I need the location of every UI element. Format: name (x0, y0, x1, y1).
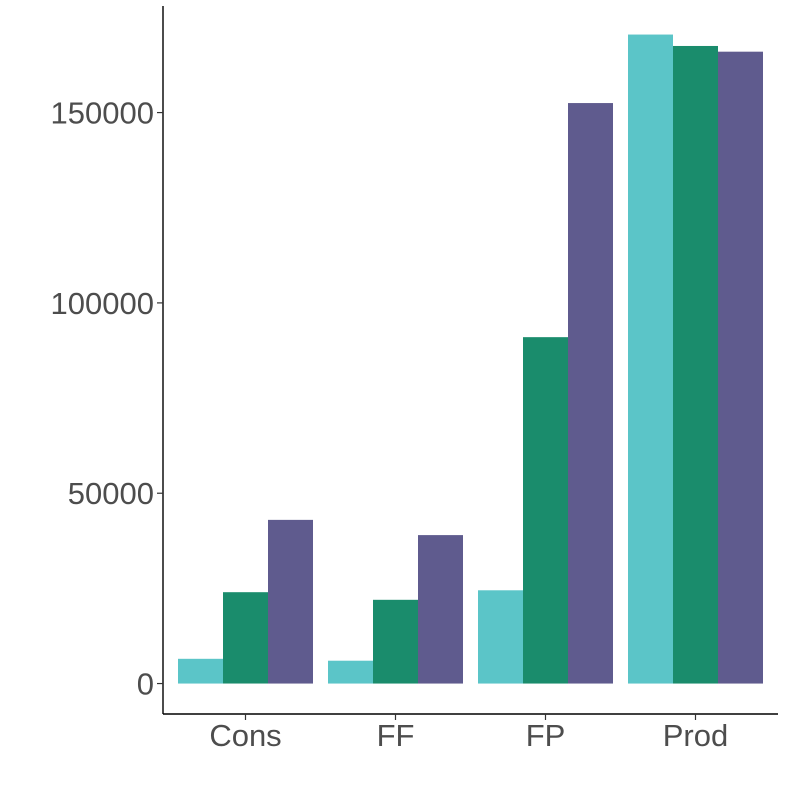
bar-prod-series-3 (718, 51, 763, 684)
x-tick-label-prod: Prod (663, 718, 728, 753)
y-tick-label: 100000 (51, 286, 154, 321)
x-tick-label-ff: FF (377, 718, 415, 753)
bar-ff-series-3 (418, 535, 463, 684)
bar-ff-series-2 (373, 599, 418, 684)
y-axis-ticks: 0 50000 100000 150000 (51, 96, 163, 702)
bar-prod-series-1 (628, 34, 673, 684)
y-tick-label: 150000 (51, 96, 154, 131)
bar-cons-series-3 (268, 519, 313, 684)
bar-ff-series-1 (328, 660, 373, 684)
bar-cons-series-2 (223, 592, 268, 684)
bars-layer (178, 34, 763, 684)
bar-cons-series-1 (178, 658, 223, 684)
bar-fp-series-1 (478, 590, 523, 684)
x-axis-ticks: Cons FF FP Prod (209, 714, 728, 753)
x-tick-label-cons: Cons (209, 718, 281, 753)
y-tick-label: 50000 (68, 476, 154, 511)
bar-fp-series-2 (523, 337, 568, 684)
x-tick-label-fp: FP (526, 718, 566, 753)
bar-prod-series-2 (673, 45, 718, 684)
y-tick-label: 0 (137, 667, 154, 702)
bar-fp-series-3 (568, 103, 613, 684)
